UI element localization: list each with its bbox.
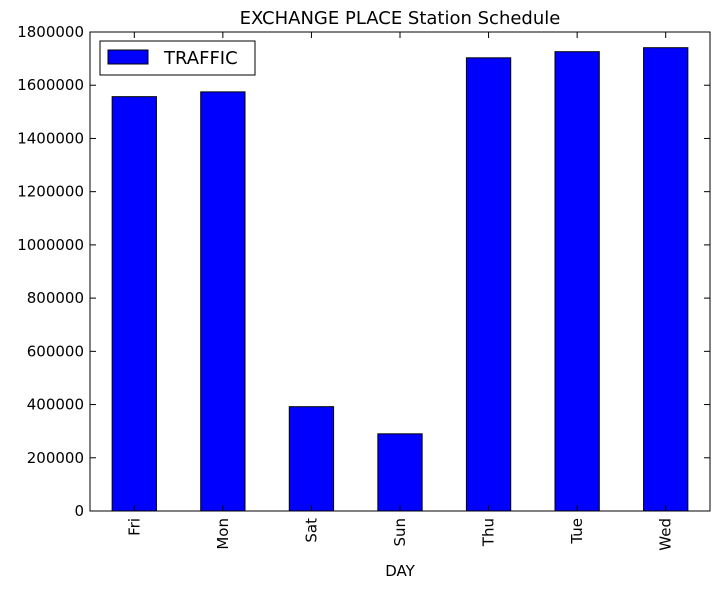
chart-title: EXCHANGE PLACE Station Schedule [240, 8, 561, 29]
bar-sat [288, 406, 335, 512]
y-tick-label: 1800000 [17, 23, 84, 41]
bars-group [111, 47, 689, 512]
bar-thu [465, 57, 512, 512]
legend-label: TRAFFIC [163, 48, 238, 69]
x-tick-label-fri: Fri [125, 518, 143, 536]
y-tick-label: 200000 [27, 449, 84, 467]
x-axis: Fri Mon Sat Sun Thu Tue Wed [125, 32, 675, 551]
x-tick-label-sat: Sat [302, 518, 320, 543]
y-tick-label: 400000 [27, 396, 84, 414]
bar-fri [111, 96, 157, 512]
legend: TRAFFIC [99, 40, 256, 76]
bar-wed [643, 47, 689, 512]
bar-tue [554, 51, 600, 512]
y-tick-label: 0 [74, 502, 84, 520]
x-tick-label-tue: Tue [568, 518, 586, 545]
bar-mon [200, 91, 246, 512]
x-axis-label: DAY [385, 562, 415, 580]
x-tick-label-sun: Sun [391, 518, 409, 547]
x-tick-label-thu: Thu [480, 518, 498, 547]
legend-swatch [107, 49, 149, 65]
bar-sun [377, 433, 423, 512]
y-tick-label: 800000 [27, 289, 84, 307]
y-axis: 0 200000 400000 600000 800000 1000000 1200000 1… [17, 23, 710, 520]
y-tick-label: 600000 [27, 342, 84, 360]
y-tick-label: 1600000 [17, 76, 84, 94]
x-tick-label-mon: Mon [214, 518, 232, 550]
y-tick-label: 1000000 [17, 236, 84, 254]
x-tick-label-wed: Wed [657, 518, 675, 551]
y-tick-label: 1400000 [17, 129, 84, 147]
y-tick-label: 1200000 [17, 183, 84, 201]
plot-area-frame [89, 31, 711, 512]
